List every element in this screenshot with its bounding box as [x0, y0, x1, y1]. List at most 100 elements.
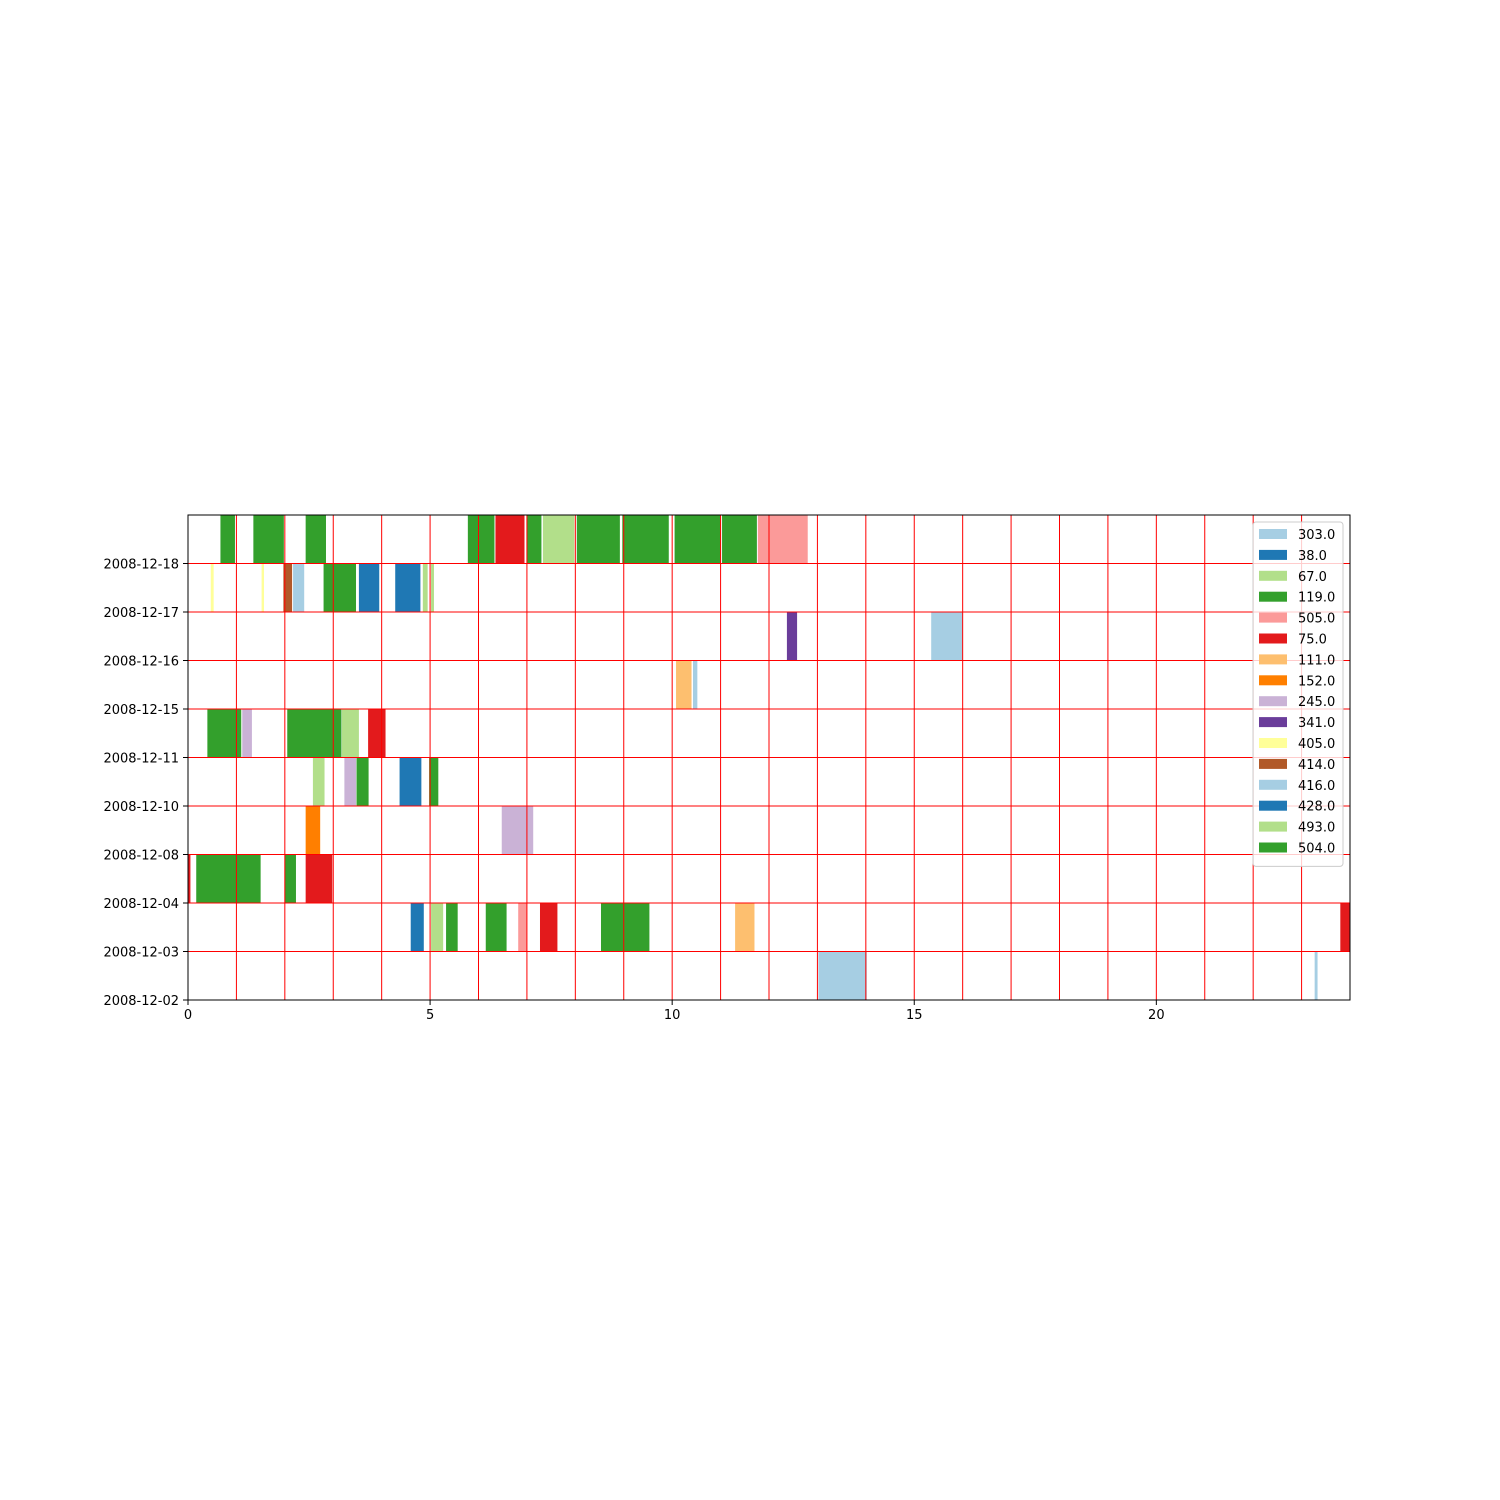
timeline-segment: [305, 515, 326, 564]
timeline-segment: [692, 660, 698, 709]
legend-swatch: [1259, 842, 1287, 853]
legend-label: 493.0: [1298, 821, 1335, 836]
timeline-segment: [1314, 951, 1318, 1000]
legend-label: 504.0: [1298, 842, 1335, 857]
y-tick-label: 2008-12-11: [103, 752, 179, 767]
legend-label: 75.0: [1298, 633, 1327, 648]
timeline-segment: [576, 515, 620, 564]
timeline-segment: [526, 515, 542, 564]
x-axis: 0 5 10 15 20: [184, 1000, 1165, 1023]
legend-swatch: [1259, 696, 1287, 707]
timeline-segment: [305, 806, 321, 855]
legend-swatch: [1259, 717, 1287, 728]
timeline-segment: [429, 757, 439, 806]
timeline-segment: [495, 515, 525, 564]
legend-label: 341.0: [1298, 716, 1335, 731]
legend-swatch: [1259, 675, 1287, 686]
legend-label: 111.0: [1298, 653, 1335, 668]
timeline-segment: [446, 903, 458, 952]
x-tick-label: 10: [664, 1008, 681, 1023]
legend-swatch: [1259, 821, 1287, 832]
timeline-segment: [1340, 903, 1350, 952]
y-tick-label: 2008-12-02: [103, 994, 179, 1009]
legend-swatch: [1259, 738, 1287, 748]
timeline-segment: [467, 515, 495, 564]
y-tick-label: 2008-12-17: [103, 606, 179, 621]
timeline-segment: [356, 757, 369, 806]
legend-label: 416.0: [1298, 779, 1335, 794]
timeline-segment: [600, 903, 650, 952]
timeline-segment: [676, 660, 692, 709]
timeline-segment: [501, 806, 534, 855]
timeline-segment: [283, 563, 293, 612]
timeline-segment: [735, 903, 755, 952]
timeline-segment: [341, 709, 359, 758]
timeline-segment: [518, 903, 527, 952]
timeline-segment: [344, 757, 357, 806]
x-tick-label: 15: [906, 1008, 923, 1023]
legend-swatch: [1259, 779, 1287, 790]
y-tick-label: 2008-12-03: [103, 946, 179, 961]
timeline-segment: [542, 515, 575, 564]
x-tick-label: 0: [184, 1008, 192, 1023]
timeline-segment: [818, 951, 867, 1000]
legend-label: 405.0: [1298, 737, 1335, 752]
y-tick-label: 2008-12-08: [103, 849, 179, 864]
timeline-segment: [757, 515, 808, 564]
timeline-segment: [722, 515, 757, 564]
timeline-segment: [786, 612, 798, 661]
timeline-segment: [312, 757, 325, 806]
timeline-segment: [207, 709, 242, 758]
y-tick-label: 2008-12-18: [103, 558, 179, 573]
legend: 303.0 38.0 67.0 119.0 505.0 75.0 111.0 152.0 245…: [1252, 521, 1344, 867]
timeline-segment: [410, 903, 424, 952]
legend-swatch: [1259, 800, 1287, 811]
legend-label: 245.0: [1298, 695, 1335, 710]
timeline-segment: [242, 709, 252, 758]
timeline-segment: [188, 854, 191, 903]
legend-label: 119.0: [1298, 591, 1335, 606]
legend-swatch: [1259, 529, 1287, 539]
legend-label: 67.0: [1298, 570, 1327, 585]
timeline-segment: [368, 709, 386, 758]
timeline-segment: [323, 563, 357, 612]
timeline-segment: [485, 903, 507, 952]
legend-swatch: [1259, 591, 1287, 602]
timeline-segment: [293, 563, 305, 612]
timeline-segment: [422, 563, 428, 612]
x-tick-label: 20: [1148, 1008, 1165, 1023]
timeline-segment: [253, 515, 284, 564]
timeline-segment: [431, 563, 434, 612]
legend-swatch: [1259, 549, 1287, 560]
timeline-segment: [210, 563, 214, 612]
timeline-segment: [220, 515, 235, 564]
timeline-segment: [395, 563, 421, 612]
y-tick-label: 2008-12-10: [103, 800, 179, 815]
y-tick-label: 2008-12-15: [103, 703, 179, 718]
timeline-segment: [674, 515, 721, 564]
legend-label: 505.0: [1298, 612, 1335, 627]
timeline-segment: [358, 563, 380, 612]
timeline-segment: [261, 563, 265, 612]
timeline-segment: [305, 854, 333, 903]
timeline-segment: [399, 757, 422, 806]
y-tick-label: 2008-12-04: [103, 897, 179, 912]
timeline-segment: [622, 515, 669, 564]
legend-swatch: [1259, 612, 1287, 623]
legend-swatch: [1259, 633, 1287, 644]
legend-swatch: [1259, 758, 1287, 769]
legend-label: 303.0: [1298, 528, 1335, 543]
timeline-segment: [539, 903, 558, 952]
legend-label: 152.0: [1298, 674, 1335, 689]
legend-swatch: [1259, 654, 1287, 665]
y-tick-label: 2008-12-16: [103, 655, 179, 670]
timeline-segment: [287, 709, 342, 758]
legend-label: 38.0: [1298, 549, 1327, 564]
legend-label: 428.0: [1298, 800, 1335, 815]
y-axis: 2008-12-02 2008-12-03 2008-12-04 2008-12-08…: [103, 558, 188, 1009]
legend-label: 414.0: [1298, 758, 1335, 773]
legend-swatch: [1259, 570, 1287, 581]
timeline-segment: [284, 854, 296, 903]
segments-layer: [188, 515, 1350, 1000]
